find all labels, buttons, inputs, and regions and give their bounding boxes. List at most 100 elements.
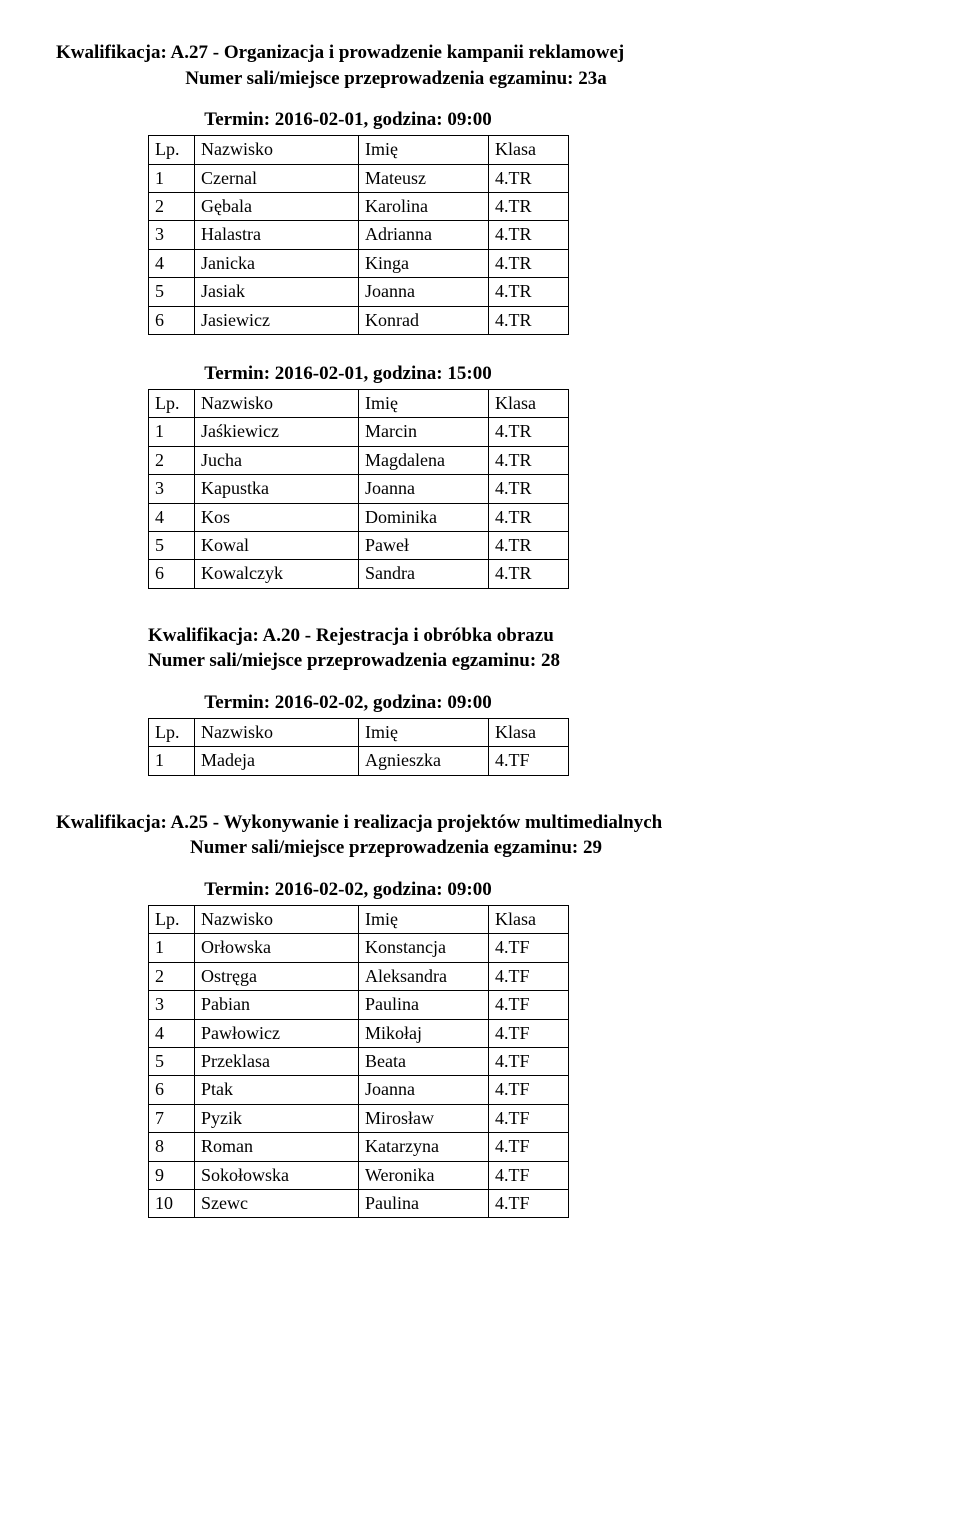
table-header-row: Lp.NazwiskoImięKlasa — [149, 390, 569, 418]
cell-klasa: 4.TF — [489, 1104, 569, 1132]
qualification-title: Kwalifikacja: A.25 - Wykonywanie i reali… — [56, 810, 904, 836]
exam-group: Termin: 2016-02-02, godzina: 09:00Lp.Naz… — [148, 879, 904, 1218]
cell-nazwisko: Przeklasa — [195, 1048, 359, 1076]
cell-klasa: 4.TR — [489, 475, 569, 503]
table-row: 6JasiewiczKonrad4.TR — [149, 306, 569, 334]
cell-nazwisko: Madeja — [195, 747, 359, 775]
cell-nazwisko: Jucha — [195, 446, 359, 474]
cell-imie: Marcin — [359, 418, 489, 446]
cell-klasa: 4.TF — [489, 1048, 569, 1076]
cell-lp: 1 — [149, 418, 195, 446]
cell-nazwisko: Ptak — [195, 1076, 359, 1104]
cell-lp: 10 — [149, 1190, 195, 1218]
table-row: 5PrzeklasaBeata4.TF — [149, 1048, 569, 1076]
students-table: Lp.NazwiskoImięKlasa1MadejaAgnieszka4.TF — [148, 718, 569, 776]
table-row: 4KosDominika4.TR — [149, 503, 569, 531]
cell-lp: 6 — [149, 560, 195, 588]
table-row: 7PyzikMirosław4.TF — [149, 1104, 569, 1132]
col-header-lp: Lp. — [149, 136, 195, 164]
cell-lp: 1 — [149, 164, 195, 192]
exam-group: Termin: 2016-02-01, godzina: 15:00Lp.Naz… — [148, 363, 904, 589]
cell-imie: Katarzyna — [359, 1133, 489, 1161]
cell-lp: 6 — [149, 306, 195, 334]
cell-imie: Karolina — [359, 193, 489, 221]
col-header-lp: Lp. — [149, 906, 195, 934]
table-row: 6KowalczykSandra4.TR — [149, 560, 569, 588]
table-row: 1CzernalMateusz4.TR — [149, 164, 569, 192]
cell-imie: Joanna — [359, 278, 489, 306]
cell-klasa: 4.TR — [489, 278, 569, 306]
cell-imie: Paulina — [359, 991, 489, 1019]
section-heading: Kwalifikacja: A.20 - Rejestracja i obrób… — [148, 623, 904, 674]
room-line: Numer sali/miejsce przeprowadzenia egzam… — [56, 835, 736, 861]
cell-lp: 5 — [149, 531, 195, 559]
cell-imie: Weronika — [359, 1161, 489, 1189]
cell-lp: 4 — [149, 249, 195, 277]
cell-imie: Sandra — [359, 560, 489, 588]
termin-line: Termin: 2016-02-02, godzina: 09:00 — [148, 692, 548, 714]
table-header-row: Lp.NazwiskoImięKlasa — [149, 136, 569, 164]
cell-nazwisko: Pyzik — [195, 1104, 359, 1132]
cell-klasa: 4.TR — [489, 306, 569, 334]
col-header-imie: Imię — [359, 136, 489, 164]
table-row: 4JanickaKinga4.TR — [149, 249, 569, 277]
table-row: 5KowalPaweł4.TR — [149, 531, 569, 559]
col-header-lp: Lp. — [149, 719, 195, 747]
room-line: Numer sali/miejsce przeprowadzenia egzam… — [56, 66, 736, 92]
cell-imie: Paulina — [359, 1190, 489, 1218]
cell-klasa: 4.TR — [489, 249, 569, 277]
cell-nazwisko: Czernal — [195, 164, 359, 192]
cell-lp: 9 — [149, 1161, 195, 1189]
cell-imie: Beata — [359, 1048, 489, 1076]
cell-lp: 3 — [149, 475, 195, 503]
cell-lp: 2 — [149, 962, 195, 990]
col-header-imie: Imię — [359, 390, 489, 418]
cell-nazwisko: Jasiewicz — [195, 306, 359, 334]
section-heading: Kwalifikacja: A.25 - Wykonywanie i reali… — [56, 810, 904, 861]
exam-group: Termin: 2016-02-01, godzina: 09:00Lp.Naz… — [148, 109, 904, 335]
cell-klasa: 4.TR — [489, 531, 569, 559]
col-header-nazwisko: Nazwisko — [195, 390, 359, 418]
cell-lp: 3 — [149, 221, 195, 249]
cell-nazwisko: Jasiak — [195, 278, 359, 306]
col-header-klasa: Klasa — [489, 136, 569, 164]
students-table: Lp.NazwiskoImięKlasa1CzernalMateusz4.TR2… — [148, 135, 569, 335]
cell-nazwisko: Kowal — [195, 531, 359, 559]
document-root: Kwalifikacja: A.27 - Organizacja i prowa… — [56, 40, 904, 1218]
cell-lp: 8 — [149, 1133, 195, 1161]
cell-nazwisko: Halastra — [195, 221, 359, 249]
cell-imie: Mateusz — [359, 164, 489, 192]
col-header-klasa: Klasa — [489, 719, 569, 747]
cell-lp: 7 — [149, 1104, 195, 1132]
cell-klasa: 4.TR — [489, 446, 569, 474]
col-header-nazwisko: Nazwisko — [195, 906, 359, 934]
cell-klasa: 4.TF — [489, 1133, 569, 1161]
cell-klasa: 4.TF — [489, 1161, 569, 1189]
table-row: 10SzewcPaulina4.TF — [149, 1190, 569, 1218]
table-row: 2JuchaMagdalena4.TR — [149, 446, 569, 474]
cell-klasa: 4.TR — [489, 560, 569, 588]
cell-nazwisko: Roman — [195, 1133, 359, 1161]
section: Kwalifikacja: A.25 - Wykonywanie i reali… — [56, 810, 904, 1219]
cell-klasa: 4.TF — [489, 962, 569, 990]
cell-klasa: 4.TR — [489, 503, 569, 531]
cell-nazwisko: Ostręga — [195, 962, 359, 990]
cell-nazwisko: Orłowska — [195, 934, 359, 962]
cell-klasa: 4.TR — [489, 164, 569, 192]
table-header-row: Lp.NazwiskoImięKlasa — [149, 906, 569, 934]
cell-imie: Mirosław — [359, 1104, 489, 1132]
cell-imie: Agnieszka — [359, 747, 489, 775]
cell-lp: 1 — [149, 934, 195, 962]
table-row: 1OrłowskaKonstancja4.TF — [149, 934, 569, 962]
cell-nazwisko: Kapustka — [195, 475, 359, 503]
table-row: 3HalastraAdrianna4.TR — [149, 221, 569, 249]
cell-nazwisko: Gębala — [195, 193, 359, 221]
section-heading: Kwalifikacja: A.27 - Organizacja i prowa… — [56, 40, 904, 91]
cell-imie: Joanna — [359, 475, 489, 503]
cell-nazwisko: Kos — [195, 503, 359, 531]
cell-nazwisko: Sokołowska — [195, 1161, 359, 1189]
cell-lp: 2 — [149, 193, 195, 221]
cell-imie: Aleksandra — [359, 962, 489, 990]
cell-klasa: 4.TF — [489, 747, 569, 775]
col-header-klasa: Klasa — [489, 390, 569, 418]
